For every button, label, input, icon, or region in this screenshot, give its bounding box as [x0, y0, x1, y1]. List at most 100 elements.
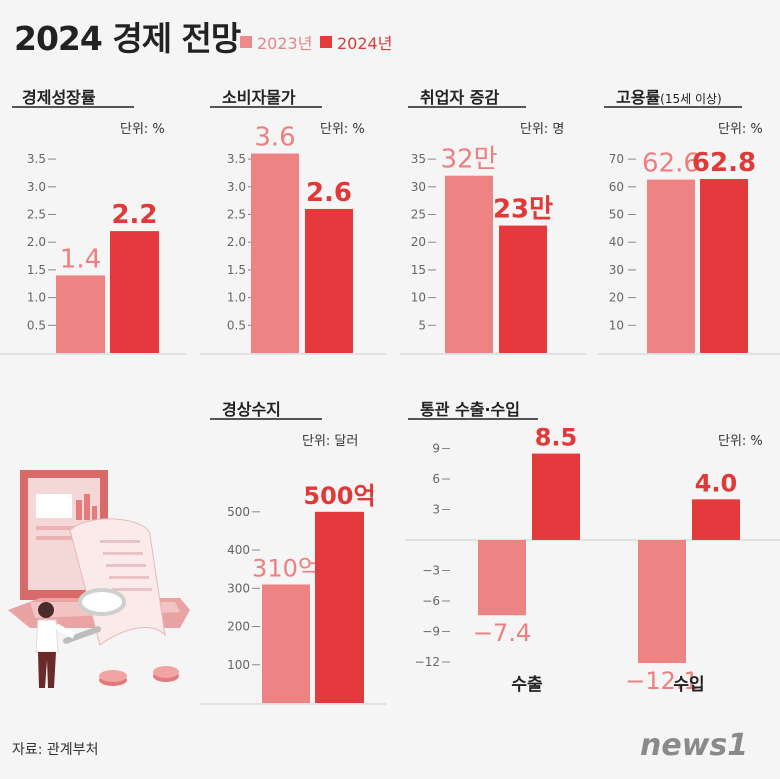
emp-value-label-2024: 62.8: [692, 148, 756, 178]
gdp-tick-label: 2.5: [27, 207, 46, 221]
emp-title-underline: [604, 106, 742, 108]
jobs-tick-label: 5: [418, 318, 426, 332]
legend-label-2024: 2024년: [337, 34, 393, 53]
trade-tick-label: 6: [432, 472, 440, 486]
emp-title-main: 고용률: [616, 88, 661, 107]
trade-tick-label: −12: [415, 655, 440, 669]
gdp-baseline: [0, 353, 186, 355]
trade-tick-label: 9: [432, 442, 440, 456]
trade-zero-line: [405, 539, 780, 541]
emp-tick-label: 60: [609, 180, 624, 194]
cpi-value-label-2024: 2.6: [306, 178, 352, 208]
emp-title: 고용률(15세 이상): [616, 84, 722, 108]
gdp-bar-2023: [56, 275, 105, 353]
legend-swatch-2023: [240, 36, 252, 48]
trade-bar-export-2024: [532, 453, 580, 540]
emp-bar-2024: [700, 179, 748, 353]
cpi-unit: 단위: %: [320, 122, 365, 137]
current-unit: 단위: 달러: [302, 434, 359, 449]
gdp-tick-label: 1.5: [27, 263, 46, 277]
trade-value-label-import-2024: 4.0: [695, 469, 738, 497]
emp-bar-2023: [647, 179, 695, 353]
current-tick-label: 500: [227, 505, 250, 519]
trade-cat-import: 수입: [673, 675, 705, 695]
legend-2024: 2024년: [320, 30, 392, 54]
cpi-title: 소비자물가: [222, 88, 296, 107]
trade-title-underline: [408, 418, 538, 420]
gdp-title-underline: [12, 106, 134, 108]
gdp-bar-2024: [110, 231, 159, 353]
current-title-underline: [210, 418, 322, 420]
trade-tick-label: −3: [422, 564, 440, 578]
gdp-unit: 단위: %: [120, 122, 165, 137]
cpi-tick-label: 1.5: [227, 263, 246, 277]
legend-2023: 2023년: [240, 30, 312, 54]
cpi-tick-label: 3.5: [227, 152, 246, 166]
emp-tick-label: 50: [609, 207, 624, 221]
current-bar-2024: [315, 511, 364, 703]
legend-label-2023: 2023년: [257, 34, 313, 53]
current-title: 경상수지: [222, 400, 281, 419]
cpi-tick-label: 0.5: [227, 318, 246, 332]
source-text: 자료: 관계부처: [12, 742, 99, 758]
gdp-tick-label: 1.0: [27, 291, 46, 305]
emp-value-label-2023: 62.6: [642, 149, 700, 179]
current-tick-label: 200: [227, 620, 250, 634]
cpi-bar-2023: [251, 153, 299, 353]
emp-title-suffix: (15세 이상): [660, 92, 722, 106]
person-icon: [35, 602, 76, 688]
trade-bar-export-2023: [478, 540, 526, 616]
emp-tick-label: 30: [609, 263, 624, 277]
cpi-tick-label: 2.5: [227, 207, 246, 221]
emp-tick-label: 40: [609, 235, 624, 249]
jobs-title: 취업자 증감: [420, 88, 500, 107]
current-tick-label: 100: [227, 658, 250, 672]
magnifier-icon: [63, 588, 126, 644]
gdp-tick-label: 2.0: [27, 235, 46, 249]
current-bar-2023: [262, 584, 310, 703]
trade-bar-import-2023: [638, 540, 686, 664]
current-baseline: [200, 703, 386, 705]
jobs-value-label-2023: 32만: [440, 145, 497, 175]
gdp-tick-label: 3.5: [27, 152, 46, 166]
gdp-tick-label: 0.5: [27, 318, 46, 332]
trade-title: 통관 수출·수입: [420, 400, 520, 419]
cpi-baseline: [200, 353, 386, 355]
jobs-bar-2023: [445, 175, 493, 353]
current-tick-label: 300: [227, 581, 250, 595]
trade-value-label-export-2024: 8.5: [535, 424, 578, 452]
jobs-tick-label: 25: [411, 207, 426, 221]
jobs-tick-label: 10: [411, 291, 426, 305]
gdp-value-label-2024: 2.2: [111, 200, 157, 230]
emp-baseline: [598, 353, 780, 355]
emp-tick-label: 10: [609, 318, 624, 332]
jobs-tick-label: 20: [411, 235, 426, 249]
illustration-laptop-reader: [8, 470, 190, 688]
jobs-tick-label: 15: [411, 263, 426, 277]
jobs-bar-2024: [499, 225, 547, 353]
trade-bar-import-2024: [692, 499, 740, 540]
trade-tick-label: −9: [422, 625, 440, 639]
jobs-baseline: [400, 353, 586, 355]
trade-unit: 단위: %: [718, 434, 763, 449]
news1-logo: news1: [640, 728, 749, 763]
coins-icon: [99, 666, 179, 686]
cpi-tick-label: 1.0: [227, 291, 246, 305]
trade-value-label-import-2023: −12.1: [625, 667, 699, 695]
cpi-tick-label: 3.0: [227, 180, 246, 194]
gdp-tick-label: 3.0: [27, 180, 46, 194]
emp-unit: 단위: %: [718, 122, 763, 137]
current-value-label-2024: 500억: [303, 482, 375, 510]
cpi-value-label-2023: 3.6: [254, 123, 295, 153]
gdp-value-label-2023: 1.4: [60, 244, 101, 274]
jobs-value-label-2024: 23만: [493, 195, 553, 225]
gdp-title: 경제성장률: [22, 88, 96, 107]
trade-value-label-export-2023: −7.4: [473, 619, 531, 647]
jobs-unit: 단위: 명: [520, 122, 565, 137]
trade-tick-label: −6: [422, 594, 440, 608]
trade-cat-export: 수출: [511, 675, 543, 695]
current-value-label-2023: 310억: [252, 554, 320, 582]
legend-swatch-2024: [320, 36, 332, 48]
jobs-tick-label: 30: [411, 180, 426, 194]
